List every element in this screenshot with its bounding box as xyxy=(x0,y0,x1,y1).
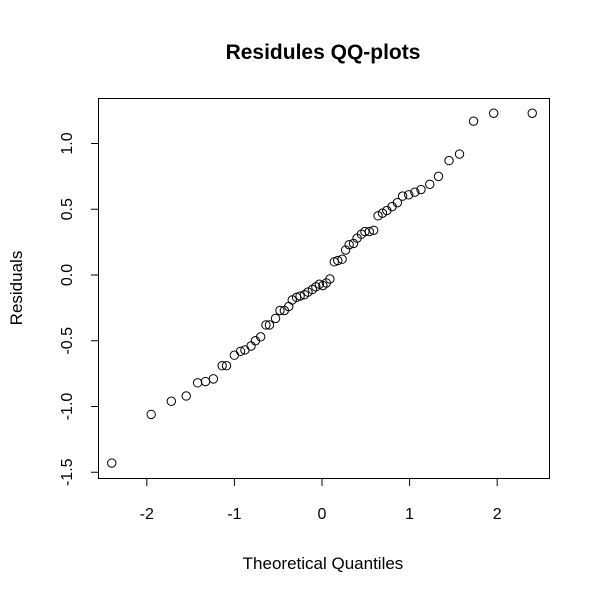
chart-title: Residules QQ-plots xyxy=(226,41,421,64)
data-point xyxy=(454,149,465,159)
data-point xyxy=(468,116,479,126)
data-point xyxy=(392,197,403,208)
data-point xyxy=(337,254,347,264)
x-tick-label: 1 xyxy=(405,506,414,523)
data-point xyxy=(166,396,177,406)
x-axis: -2 -1 0 1 2 xyxy=(140,478,502,523)
data-point xyxy=(275,305,285,316)
data-point xyxy=(107,458,117,468)
data-point xyxy=(217,361,227,371)
y-tick-label: -1.5 xyxy=(59,458,76,486)
data-point xyxy=(433,171,444,182)
data-point xyxy=(192,378,203,388)
x-tick-label: 0 xyxy=(318,506,327,523)
data-point xyxy=(416,184,426,195)
y-tick-label: -0.5 xyxy=(59,327,76,355)
data-point xyxy=(360,226,370,237)
data-point xyxy=(527,108,537,118)
data-point xyxy=(221,361,232,371)
data-point xyxy=(488,108,499,118)
data-point xyxy=(425,179,435,189)
data-point xyxy=(208,374,219,384)
y-tick-label: 0.0 xyxy=(59,264,76,286)
data-point xyxy=(340,245,351,255)
data-point xyxy=(410,187,420,197)
data-point xyxy=(404,190,414,200)
data-point xyxy=(364,226,375,237)
data-point xyxy=(146,409,156,420)
y-tick-label: 1.0 xyxy=(59,132,76,154)
data-point xyxy=(295,291,305,301)
data-point xyxy=(270,313,281,324)
y-tick-label: 0.5 xyxy=(59,198,76,220)
data-point xyxy=(181,391,191,401)
x-tick-label: -1 xyxy=(227,506,241,523)
data-points xyxy=(107,108,537,468)
y-axis-label: Residuals xyxy=(7,251,26,326)
data-point xyxy=(235,346,246,356)
x-axis-label: Theoretical Quantiles xyxy=(243,554,404,573)
data-point xyxy=(348,238,359,249)
plot-frame xyxy=(98,98,550,479)
data-point xyxy=(246,341,256,351)
data-point xyxy=(229,350,240,360)
data-point xyxy=(397,191,408,201)
x-tick-label: -2 xyxy=(140,506,154,523)
data-point xyxy=(200,376,211,387)
data-point xyxy=(261,320,271,330)
data-point xyxy=(444,155,454,166)
data-point xyxy=(255,332,266,342)
data-point xyxy=(368,225,379,235)
data-point xyxy=(325,274,335,284)
data-point xyxy=(344,240,354,250)
data-point xyxy=(333,255,343,266)
y-tick-label: -1.0 xyxy=(59,393,76,421)
y-axis: -1.5 -1.0 -0.5 0.0 0.5 1.0 xyxy=(59,132,99,486)
x-tick-label: 2 xyxy=(493,506,502,523)
data-point xyxy=(264,320,275,330)
